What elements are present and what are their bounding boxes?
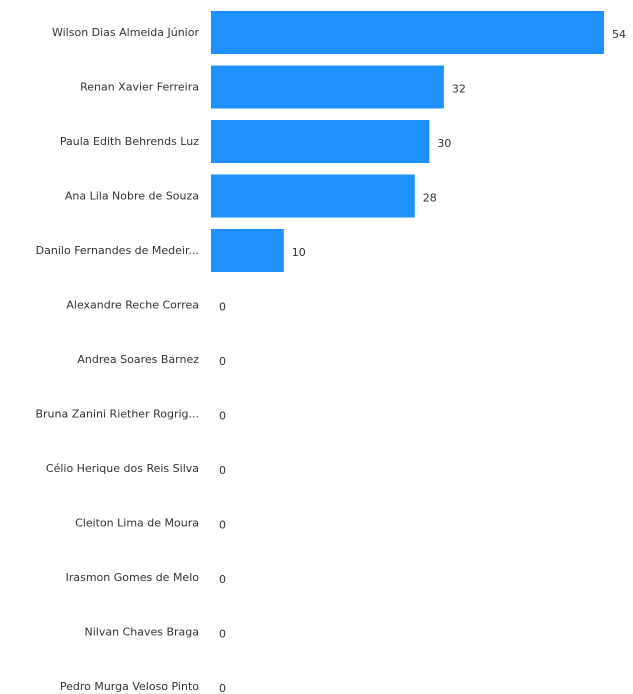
category-label: Wilson Dias Almeida Júnior [52, 26, 199, 39]
category-label: Andrea Soares Barnez [77, 353, 199, 366]
bar[interactable] [211, 11, 604, 54]
data-label: 30 [437, 137, 451, 150]
data-label: 0 [219, 355, 226, 368]
data-label: 28 [423, 192, 437, 205]
category-labels: Wilson Dias Almeida Júnior Renan Xavier F… [35, 26, 199, 693]
bar[interactable] [211, 120, 430, 163]
category-label: Bruna Zanini Riether Rogrig... [35, 408, 199, 421]
category-label: Paula Edith Behrends Luz [60, 135, 199, 148]
bars [211, 11, 604, 272]
data-label: 0 [219, 464, 226, 477]
category-label: Nilvan Chaves Braga [85, 626, 200, 639]
bar[interactable] [211, 229, 284, 272]
data-label: 0 [219, 519, 226, 532]
category-label: Ana Lila Nobre de Souza [65, 190, 199, 203]
data-label: 0 [219, 682, 226, 694]
category-label: Irasmon Gomes de Melo [66, 571, 200, 584]
bar[interactable] [211, 174, 415, 218]
data-label: 54 [612, 28, 626, 41]
data-label: 10 [292, 246, 306, 259]
bar[interactable] [211, 65, 444, 109]
category-label: Renan Xavier Ferreira [80, 81, 199, 94]
category-label: Alexandre Reche Correa [66, 299, 199, 312]
data-label: 0 [219, 573, 226, 586]
category-label: Pedro Murga Veloso Pinto [60, 680, 199, 693]
data-label: 32 [452, 83, 466, 96]
category-label: Danilo Fernandes de Medeir... [36, 244, 199, 257]
data-label: 0 [219, 628, 226, 641]
data-label: 0 [219, 410, 226, 423]
category-label: Célio Herique dos Reis Silva [46, 462, 199, 475]
category-label: Cleiton Lima de Moura [75, 517, 199, 530]
data-label: 0 [219, 301, 226, 314]
value-labels: 54 32 30 28 10 0 0 0 0 0 0 0 0 [219, 28, 626, 694]
